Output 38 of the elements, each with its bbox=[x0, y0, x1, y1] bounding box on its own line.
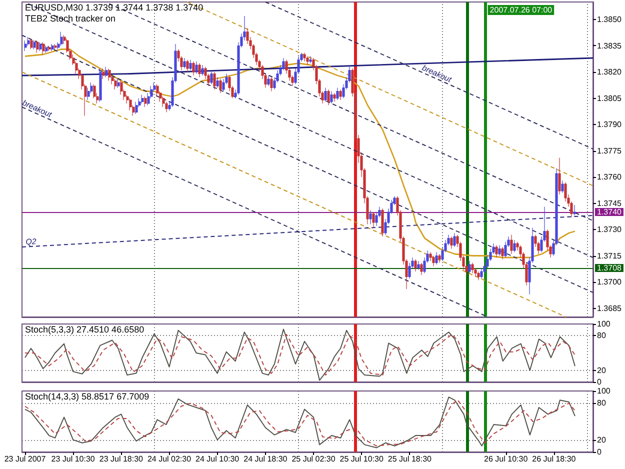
y-tick-label: 1.3760 bbox=[597, 172, 622, 182]
x-tick-label: 25 Jul 10:30 bbox=[340, 454, 384, 464]
y-tick-label: 1.3805 bbox=[597, 94, 622, 103]
y-tick-label: 1.3700 bbox=[597, 278, 622, 286]
ref-line-label: 2007.07.26 07:00 bbox=[490, 6, 553, 14]
x-tick-label: 26 Jul 18:30 bbox=[532, 454, 576, 464]
y-tick-label: 100 bbox=[597, 320, 611, 328]
x-tick-label: 24 Jul 02:30 bbox=[147, 454, 192, 464]
y-tick-label: 1.3850 bbox=[597, 15, 622, 24]
y-tick-label: 1.3745 bbox=[597, 198, 622, 208]
x-tick-label: 23 Jul 10:30 bbox=[51, 454, 96, 464]
y-tick-label: 1.3835 bbox=[597, 41, 622, 50]
text: TEB2 Stoch tracker on bbox=[25, 14, 116, 24]
y-tick-label: 80 bbox=[597, 398, 606, 408]
y-tick-label: 20 bbox=[597, 435, 606, 444]
chart-title: Stoch(14,3,3) 58.8517 67.7009 bbox=[25, 392, 150, 402]
x-tick-label: 25 Jul 02:30 bbox=[292, 454, 336, 464]
y-tick-label: 0 bbox=[597, 378, 602, 386]
y-tick-label: 1.3730 bbox=[597, 225, 622, 234]
ref-line-label: 1.3708 bbox=[597, 264, 622, 272]
y-tick-label: 1.3715 bbox=[597, 251, 622, 260]
y-tick-label: 100 bbox=[597, 386, 611, 396]
x-tick-label: 23 Jul 2007 bbox=[4, 454, 46, 464]
x-tick-label: 23 Jul 18:30 bbox=[99, 454, 144, 464]
y-tick-label: 1.3775 bbox=[597, 146, 622, 156]
y-tick-label: 80 bbox=[597, 331, 606, 340]
chart-title: Stoch(5,3,3) 27.4510 46.6580 bbox=[25, 324, 144, 334]
ref-line-label: 1.3740 bbox=[597, 208, 622, 216]
x-tick-label: 25 Jul 18:30 bbox=[388, 454, 432, 464]
y-tick-label: 0 bbox=[597, 448, 602, 456]
y-tick-label: 1.3820 bbox=[597, 68, 622, 76]
x-tick-label: 26 Jul 10:30 bbox=[484, 454, 528, 464]
chart-title: EURUSD,M30 1.3739 1.3744 1.3738 1.3740 bbox=[25, 2, 204, 12]
y-tick-label: 20 bbox=[597, 366, 606, 375]
y-tick-label: 1.3685 bbox=[597, 304, 622, 313]
y-tick-label: 1.3790 bbox=[597, 120, 622, 129]
x-tick-label: 24 Jul 10:30 bbox=[196, 454, 240, 464]
x-tick-label: 24 Jul 18:30 bbox=[244, 454, 288, 464]
